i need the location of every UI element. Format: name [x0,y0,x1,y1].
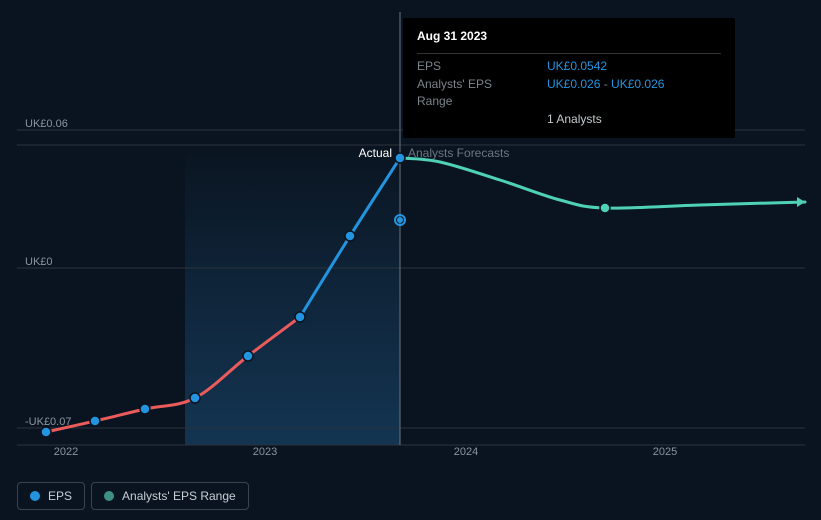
legend-swatch [104,491,114,501]
legend: EPS Analysts' EPS Range [17,482,249,510]
data-marker [140,404,150,414]
tooltip-analyst-count: 1 Analysts [547,111,602,128]
tooltip-eps-value: UK£0.0542 [547,58,607,75]
y-axis-label: -UK£0.07 [25,416,71,428]
data-marker [395,153,405,163]
tooltip-range-hi: UK£0.026 [611,77,664,91]
x-axis-label: 2025 [653,446,677,458]
data-marker [190,393,200,403]
x-axis-label: 2022 [54,446,78,458]
data-marker [345,231,355,241]
tooltip-date: Aug 31 2023 [417,28,721,49]
legend-swatch [30,491,40,501]
data-marker [90,416,100,426]
data-marker [243,351,253,361]
inline-label: Analysts Forecasts [408,146,509,160]
tooltip-eps-label: EPS [417,58,527,75]
legend-item[interactable]: Analysts' EPS Range [91,482,249,510]
x-axis-label: 2023 [253,446,277,458]
legend-item[interactable]: EPS [17,482,85,510]
data-marker [41,427,51,437]
chart-tooltip: Aug 31 2023 EPS UK£0.0542 Analysts' EPS … [403,18,735,138]
data-marker [295,312,305,322]
y-axis-label: UK£0 [25,256,53,268]
tooltip-range-lo: UK£0.026 [547,77,600,91]
tooltip-range-label: Analysts' EPS Range [417,76,527,111]
forecast-end-icon [797,197,805,207]
y-axis-label: UK£0.06 [25,118,68,130]
inline-label: Actual [359,146,392,160]
forecast-marker [600,203,610,213]
series-forecast [400,158,805,208]
legend-label: Analysts' EPS Range [122,489,236,503]
highlight-band [185,145,400,445]
x-axis-label: 2024 [454,446,478,458]
legend-label: EPS [48,489,72,503]
